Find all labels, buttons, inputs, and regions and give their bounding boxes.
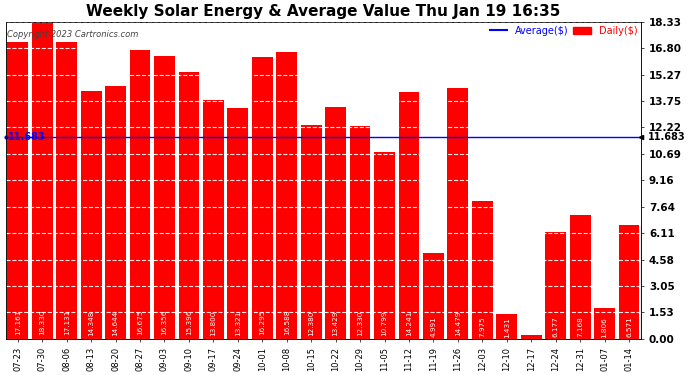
Text: 18.330: 18.330 bbox=[39, 309, 46, 335]
Bar bbox=[130, 50, 150, 339]
Bar bbox=[594, 308, 615, 339]
Text: 15.396: 15.396 bbox=[186, 310, 192, 335]
Text: 16.295: 16.295 bbox=[259, 310, 265, 335]
Bar bbox=[252, 57, 273, 339]
Text: 14.241: 14.241 bbox=[406, 310, 412, 336]
Bar bbox=[179, 72, 199, 339]
Text: 7.168: 7.168 bbox=[577, 316, 583, 337]
Bar bbox=[57, 42, 77, 339]
Bar bbox=[154, 56, 175, 339]
Bar bbox=[423, 253, 444, 339]
Text: 6.571: 6.571 bbox=[626, 316, 632, 337]
Text: 14.479: 14.479 bbox=[455, 310, 461, 336]
Text: 13.429: 13.429 bbox=[333, 310, 339, 336]
Text: 17.131: 17.131 bbox=[63, 310, 70, 335]
Text: 10.799: 10.799 bbox=[382, 311, 388, 336]
Bar bbox=[105, 86, 126, 339]
Bar bbox=[448, 88, 469, 339]
Text: 13.800: 13.800 bbox=[210, 310, 217, 336]
Text: 1.806: 1.806 bbox=[602, 317, 608, 338]
Text: 12.380: 12.380 bbox=[308, 310, 314, 336]
Bar bbox=[374, 152, 395, 339]
Bar bbox=[325, 106, 346, 339]
Text: 7.975: 7.975 bbox=[480, 316, 485, 337]
Text: 11.683: 11.683 bbox=[648, 132, 686, 142]
Text: 13.321: 13.321 bbox=[235, 310, 241, 336]
Text: 12.330: 12.330 bbox=[357, 310, 363, 336]
Text: 16.675: 16.675 bbox=[137, 310, 143, 335]
Legend: Average($), Daily($): Average($), Daily($) bbox=[486, 22, 641, 39]
Bar bbox=[570, 215, 591, 339]
Title: Weekly Solar Energy & Average Value Thu Jan 19 16:35: Weekly Solar Energy & Average Value Thu … bbox=[86, 4, 560, 19]
Bar bbox=[496, 314, 518, 339]
Bar bbox=[399, 93, 420, 339]
Bar bbox=[472, 201, 493, 339]
Text: 6.177: 6.177 bbox=[553, 316, 559, 337]
Text: 14.348: 14.348 bbox=[88, 310, 94, 336]
Bar bbox=[276, 52, 297, 339]
Bar bbox=[228, 108, 248, 339]
Bar bbox=[301, 125, 322, 339]
Text: 1.431: 1.431 bbox=[504, 317, 510, 338]
Bar bbox=[203, 100, 224, 339]
Text: 14.644: 14.644 bbox=[112, 310, 119, 336]
Bar bbox=[8, 42, 28, 339]
Bar bbox=[521, 335, 542, 339]
Text: 11.683: 11.683 bbox=[8, 132, 46, 142]
Bar bbox=[350, 126, 371, 339]
Text: 16.588: 16.588 bbox=[284, 310, 290, 335]
Bar bbox=[81, 91, 101, 339]
Text: 17.161: 17.161 bbox=[14, 310, 21, 335]
Bar bbox=[32, 22, 52, 339]
Text: 4.991: 4.991 bbox=[431, 316, 437, 337]
Bar bbox=[619, 225, 640, 339]
Bar bbox=[545, 232, 566, 339]
Text: 16.356: 16.356 bbox=[161, 310, 168, 335]
Text: Copyright 2023 Cartronics.com: Copyright 2023 Cartronics.com bbox=[7, 30, 138, 39]
